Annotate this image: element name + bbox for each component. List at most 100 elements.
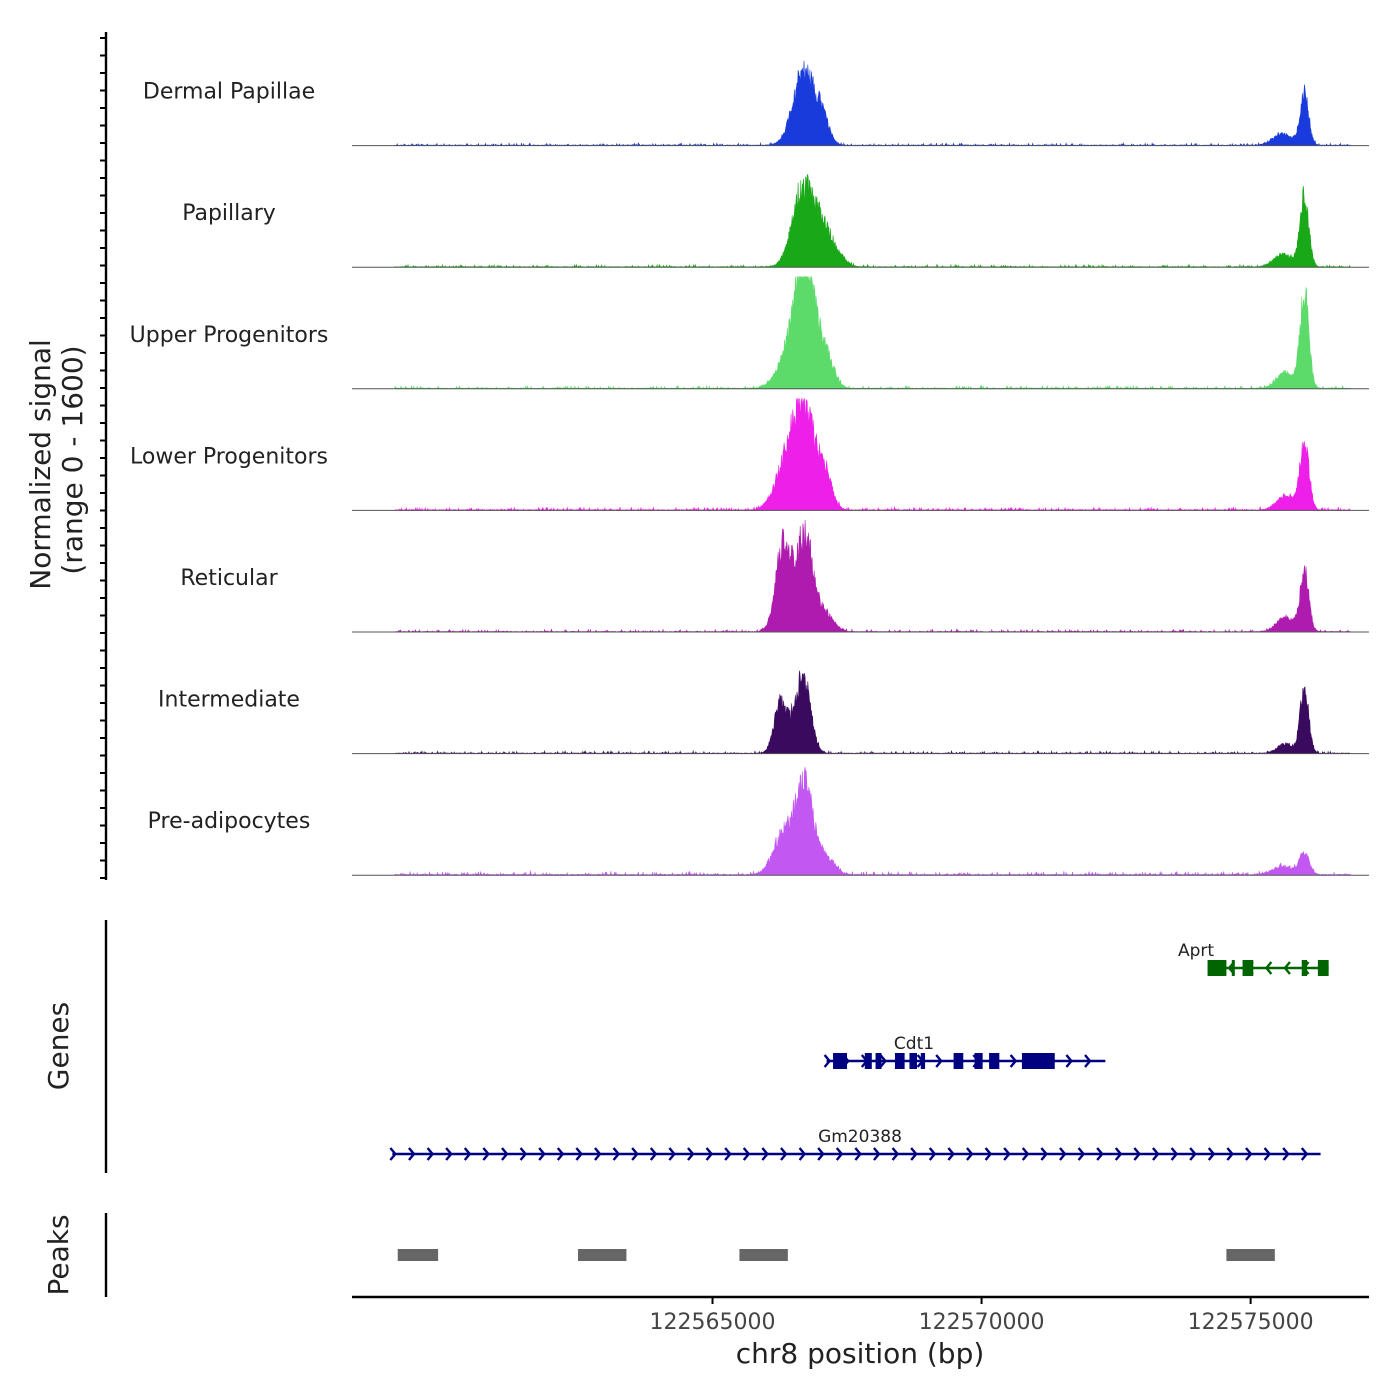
strand-arrow [1283, 961, 1291, 975]
track-label: Pre-adipocytes [148, 809, 311, 834]
strand-arrow [1133, 1147, 1141, 1161]
signal-axis-title: Normalized signal (range 0 - 1600) [24, 330, 89, 589]
gene-exon [989, 1053, 1000, 1069]
coverage-track: Reticular [180, 519, 1369, 633]
peak-region [1226, 1249, 1275, 1261]
coverage-area [394, 398, 1351, 512]
peak-region [578, 1249, 627, 1261]
x-tick-label: 122570000 [919, 1310, 1045, 1335]
strand-arrow [935, 1054, 943, 1068]
strand-arrow [687, 1147, 695, 1161]
strand-arrow [854, 1147, 862, 1161]
gene-exon [1242, 960, 1254, 976]
gene-annotation-track: Aprt Cdt1 Gm20388 [104, 920, 1329, 1173]
strand-arrow [1003, 1147, 1011, 1161]
strand-arrow [612, 1147, 621, 1161]
strand-arrow [1040, 1147, 1048, 1161]
strand-arrow [928, 1147, 937, 1161]
gene-exon [1317, 960, 1329, 976]
strand-arrow [798, 1147, 807, 1161]
strand-arrow [1264, 961, 1273, 975]
strand-arrow [761, 1147, 769, 1161]
strand-arrow [1065, 1054, 1073, 1068]
coverage-track: Papillary [182, 173, 1369, 268]
gene-exon [1207, 960, 1227, 976]
gene-exon [875, 1053, 882, 1069]
strand-arrow [575, 1147, 583, 1161]
gene-label: Gm20388 [818, 1127, 902, 1147]
coverage-area [394, 276, 1351, 390]
strand-arrow [910, 1147, 918, 1161]
gene-model: Cdt1 [823, 1034, 1106, 1069]
strand-arrow [1077, 1147, 1086, 1161]
x-tick-label: 122565000 [650, 1310, 776, 1335]
x-tick-label: 122575000 [1188, 1310, 1314, 1335]
gene-label: Cdt1 [894, 1034, 934, 1054]
strand-arrow [817, 1147, 825, 1161]
strand-arrow [408, 1147, 416, 1161]
strand-arrow [519, 1147, 528, 1161]
track-label: Papillary [182, 201, 276, 226]
strand-arrow [538, 1147, 546, 1161]
strand-arrow [1152, 1147, 1160, 1161]
strand-arrow [556, 1147, 565, 1161]
coverage-area [394, 173, 1351, 268]
coverage-track: Lower Progenitors [130, 398, 1369, 512]
strand-arrow [1245, 1147, 1253, 1161]
gene-model: Aprt [1178, 941, 1329, 976]
strand-arrow [1226, 1147, 1234, 1161]
peak-region-track [104, 1213, 1275, 1297]
strand-arrow [724, 1147, 732, 1161]
strand-arrow [501, 1147, 509, 1161]
strand-arrow [1114, 1147, 1123, 1161]
coverage-area [394, 60, 1351, 147]
strand-arrow [594, 1147, 602, 1161]
strand-arrow [1059, 1147, 1067, 1161]
strand-arrow [1084, 1054, 1092, 1068]
coverage-area [394, 766, 1351, 876]
strand-arrow [668, 1147, 676, 1161]
peaks-axis-title: Peaks [42, 1214, 75, 1295]
strand-arrow [984, 1147, 993, 1161]
track-label: Dermal Papillae [143, 80, 315, 105]
coverage-track: Intermediate [158, 670, 1369, 755]
strand-arrow [1300, 1147, 1309, 1161]
peak-region [397, 1249, 439, 1261]
coverage-track: Upper Progenitors [130, 276, 1369, 390]
track-label: Lower Progenitors [130, 444, 328, 469]
gene-exon [909, 1053, 917, 1069]
coverage-track: Pre-adipocytes [148, 766, 1369, 876]
strand-arrow [1096, 1147, 1104, 1161]
coverage-area [394, 519, 1351, 633]
gene-exon [894, 1053, 905, 1069]
strand-arrow [873, 1147, 881, 1161]
gene-exon [1301, 960, 1308, 976]
strand-arrow [823, 1054, 832, 1068]
genes-axis-title: Genes [42, 1002, 75, 1090]
gene-exon [833, 1053, 848, 1069]
gene-label: Aprt [1178, 941, 1214, 961]
signal-axis-title-line2: (range 0 - 1600) [56, 345, 89, 574]
strand-arrow [1021, 1147, 1030, 1161]
track-label: Intermediate [158, 688, 300, 713]
x-axis-title: chr8 position (bp) [736, 1337, 985, 1370]
gene-model: Gm20388 [389, 1127, 1321, 1161]
signal-axis-title-line1: Normalized signal [24, 339, 57, 590]
gene-exon [864, 1053, 872, 1069]
strand-arrow [649, 1147, 658, 1161]
gene-exon [1021, 1053, 1055, 1069]
strand-arrow [705, 1147, 714, 1161]
signal-y-axis [100, 32, 108, 880]
strand-arrow [891, 1147, 900, 1161]
strand-arrow [1170, 1147, 1179, 1161]
peak-region [739, 1249, 788, 1261]
gene-exon [1231, 960, 1235, 976]
gene-exon [920, 1053, 926, 1069]
strand-arrow [426, 1147, 435, 1161]
x-axis: 122565000 122570000 122575000 [352, 1295, 1369, 1335]
coverage-tracks: Dermal Papillae Papillary Upper Progenitor… [130, 60, 1369, 876]
strand-arrow [1263, 1147, 1272, 1161]
strand-arrow [389, 1147, 397, 1161]
gene-exon [953, 1053, 964, 1069]
